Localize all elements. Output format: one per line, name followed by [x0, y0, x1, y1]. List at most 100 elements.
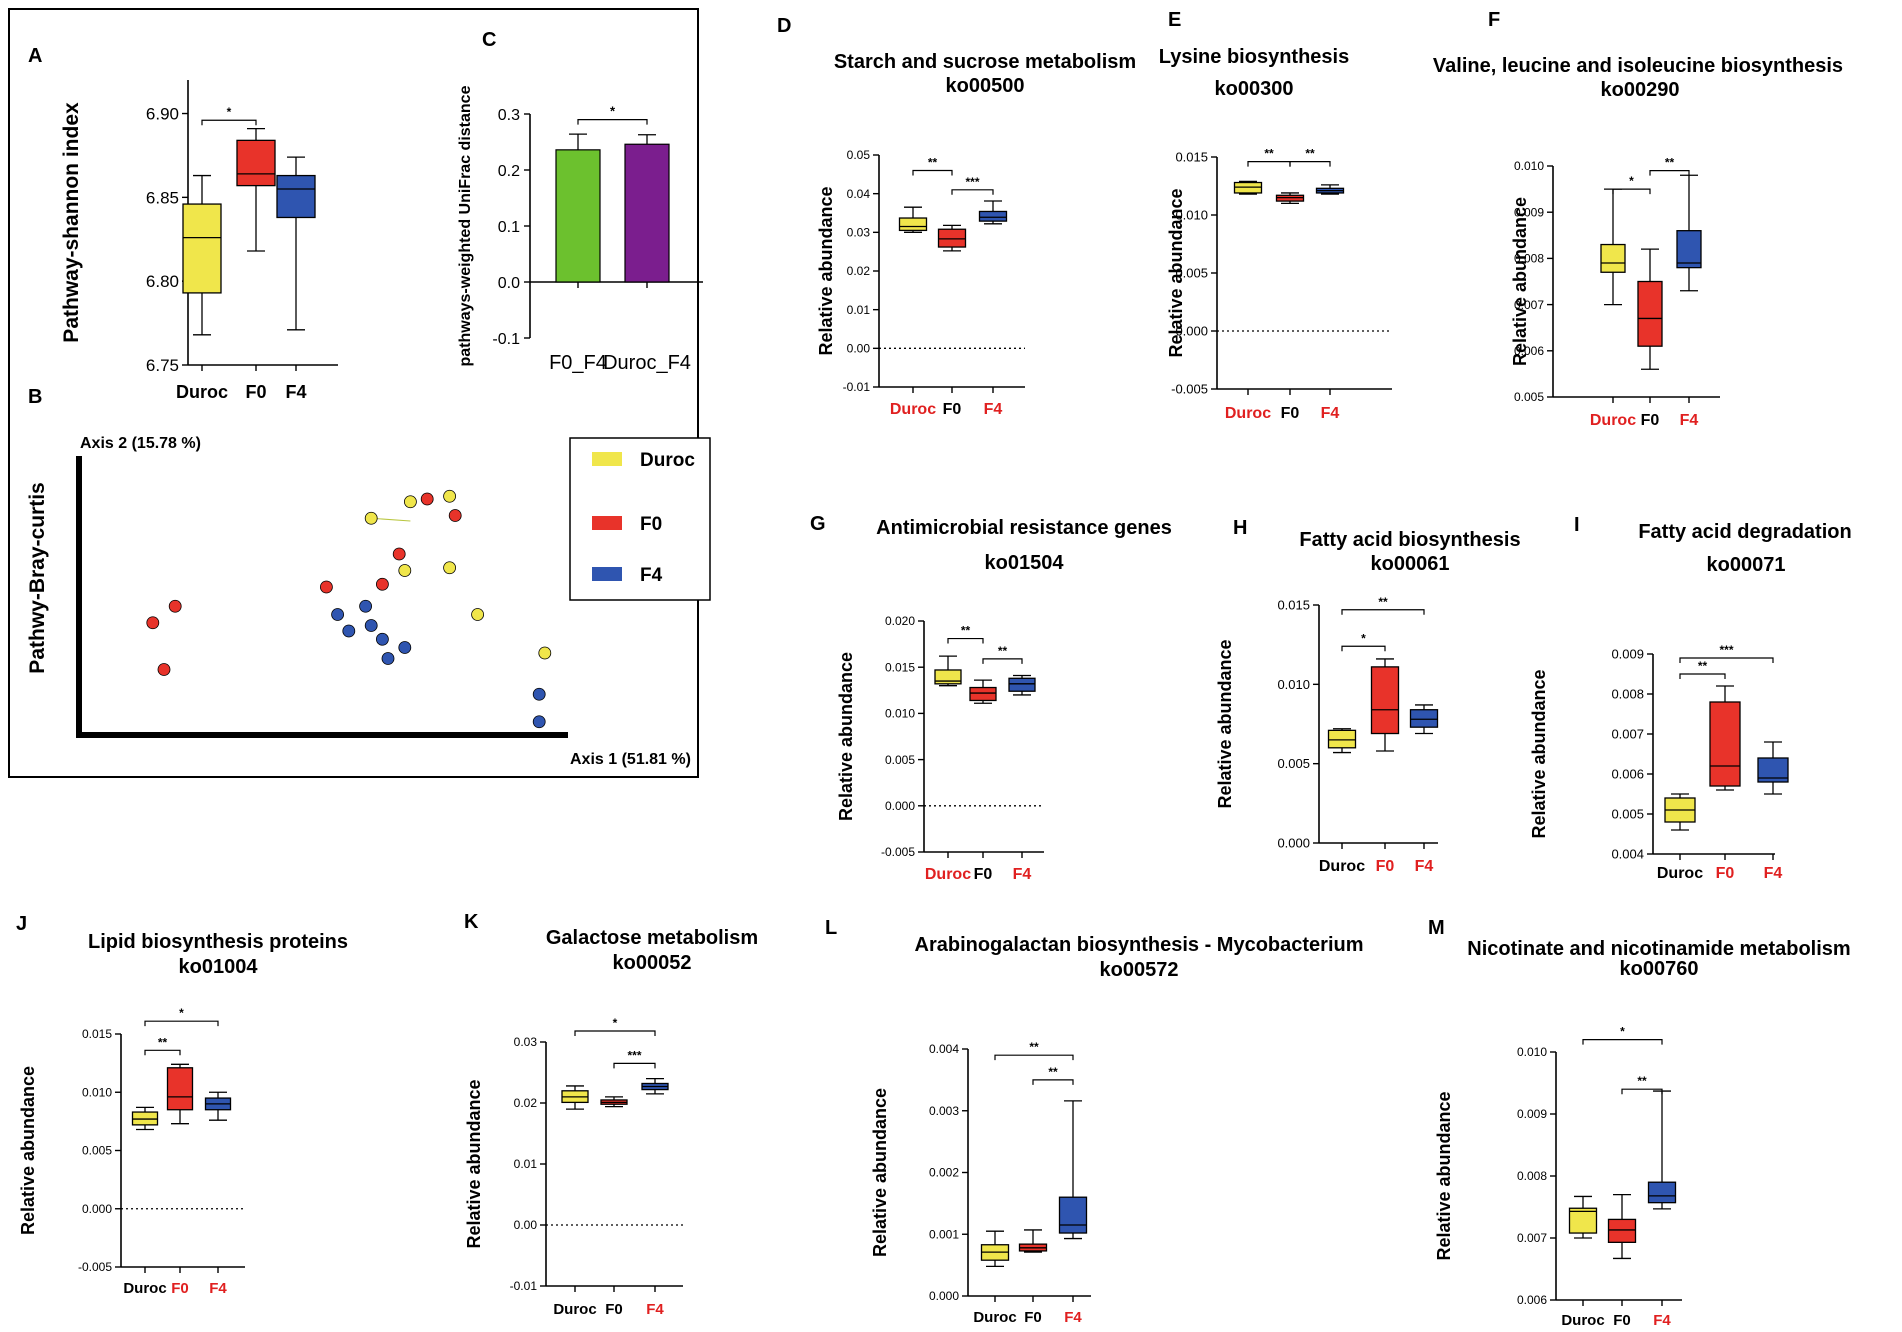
- panel-abc-frame: [8, 8, 699, 778]
- category-label: F4: [209, 1280, 227, 1297]
- y-tick-label: 6.90: [146, 104, 179, 123]
- y-axis-label: Relative abundance: [1434, 1091, 1454, 1260]
- box-duroc: [182, 203, 222, 294]
- y-tick-label: 0.004: [929, 1042, 959, 1056]
- y-tick-label: 0.1: [498, 219, 520, 236]
- significance-bracket: [574, 1030, 656, 1037]
- y-tick-label: 0.05: [847, 148, 871, 162]
- significance-bracket: [577, 119, 648, 125]
- panel-letter: A: [28, 45, 42, 67]
- y-tick-label: -0.005: [881, 845, 915, 859]
- category-label: Duroc: [1590, 412, 1636, 429]
- category-label: F0: [974, 866, 993, 883]
- point-f4: [342, 624, 356, 638]
- significance-label: ***: [627, 1048, 641, 1062]
- chart-title: Starch and sucrose metabolism: [834, 51, 1136, 73]
- chart-subtitle: ko01004: [179, 956, 259, 978]
- significance-label: *: [610, 104, 616, 119]
- significance-label: *: [1620, 1025, 1625, 1039]
- significance-bracket: [1341, 609, 1425, 615]
- box-f4: [1008, 677, 1036, 692]
- significance-bracket: [1032, 1079, 1074, 1085]
- chart-subtitle: ko00572: [1100, 959, 1179, 981]
- y-tick-label: 0.015: [885, 660, 915, 674]
- box-f0: [166, 1067, 194, 1111]
- category-label: F0: [171, 1280, 189, 1297]
- y-tick-label: -0.005: [1171, 382, 1208, 397]
- category-label: Duroc: [176, 382, 228, 402]
- y-tick-label: 0.3: [498, 107, 520, 124]
- y-axis-label: Relative abundance: [870, 1088, 890, 1257]
- chart-title: Valine, leucine and isoleucine biosynthe…: [1433, 55, 1843, 77]
- significance-label: *: [179, 1006, 184, 1020]
- category-label: F0: [1281, 405, 1300, 422]
- panel-b: B Pathwy-Bray-curtis Axis 2 (15.78 %) Axis …: [26, 386, 711, 768]
- y-tick-label: 0.005: [885, 753, 915, 767]
- category-label: Duroc_F4: [603, 352, 691, 374]
- legend-swatch-f0: [592, 516, 622, 530]
- y-tick-label: 0.015: [1175, 150, 1208, 165]
- point-duroc: [364, 511, 378, 525]
- chart-title: Lysine biosynthesis: [1159, 46, 1349, 68]
- point-f0: [392, 547, 406, 561]
- category-label: F4: [1013, 866, 1032, 883]
- y-tick-label: 0.015: [1277, 598, 1310, 613]
- chart-subtitle: ko00290: [1601, 79, 1680, 101]
- category-label: F0: [1641, 412, 1660, 429]
- y-axis-label: Pathway-shannon index: [60, 102, 83, 343]
- category-label: F4: [1321, 405, 1340, 422]
- box-duroc: [1568, 1207, 1598, 1234]
- y-tick-label: 0.007: [1514, 298, 1544, 312]
- legend-label: F0: [640, 514, 662, 535]
- chart-subtitle: ko00760: [1620, 958, 1699, 980]
- point-duroc: [443, 561, 457, 575]
- y-tick-label: 0.015: [82, 1027, 112, 1041]
- y-tick-label: 0.007: [1611, 727, 1644, 742]
- category-label: Duroc: [1225, 405, 1271, 422]
- chart-title: Fatty acid degradation: [1638, 521, 1851, 543]
- box-f0: [236, 139, 276, 187]
- panel-letter: K: [464, 911, 479, 933]
- y-tick-label: 6.80: [146, 272, 179, 291]
- y-tick-label: 0.010: [1277, 677, 1310, 692]
- y-axis-label: Relative abundance: [1510, 197, 1530, 366]
- y-tick-label: 0.008: [1514, 252, 1544, 266]
- y-tick-label: 0.000: [929, 1289, 959, 1303]
- y-tick-label: 6.85: [146, 188, 179, 207]
- point-duroc: [471, 608, 485, 621]
- box-duroc: [1600, 243, 1626, 273]
- significance-label: **: [928, 155, 938, 169]
- chart-title: Fatty acid biosynthesis: [1299, 529, 1520, 551]
- category-label: F4: [1415, 858, 1434, 875]
- y-tick-label: 0.006: [1514, 344, 1544, 358]
- legend-swatch-f4: [592, 567, 622, 581]
- significance-bracket: [144, 1020, 219, 1027]
- significance-bracket: [982, 658, 1023, 664]
- category-label: F0: [245, 382, 266, 402]
- category-label: Duroc: [1319, 858, 1365, 875]
- panel-g: G Antimicrobial resistance genes ko01504 -0…: [810, 513, 1172, 883]
- box-f4: [1647, 1181, 1677, 1204]
- significance-label: **: [1637, 1074, 1647, 1088]
- significance-label: **: [1048, 1065, 1058, 1079]
- category-label: F0: [1376, 858, 1395, 875]
- significance-label: **: [1029, 1040, 1039, 1054]
- panel-letter: H: [1233, 517, 1247, 539]
- category-label: F0: [1613, 1312, 1631, 1329]
- point-duroc: [403, 495, 417, 509]
- significance-bracket: [1621, 1088, 1663, 1095]
- category-label: F4: [1764, 865, 1783, 882]
- y-tick-label: 0.010: [82, 1085, 112, 1099]
- chart-subtitle: ko00300: [1215, 78, 1294, 100]
- significance-label: *: [1629, 174, 1634, 188]
- significance-label: **: [1378, 595, 1388, 609]
- significance-bracket: [1649, 170, 1690, 176]
- y-tick-label: 0.006: [1517, 1293, 1547, 1307]
- y-tick-label: 0.02: [847, 264, 871, 278]
- category-label: F0_F4: [549, 352, 607, 374]
- point-duroc: [538, 646, 552, 660]
- y-tick-label: 0.00: [847, 342, 871, 356]
- y-tick-label: 0.01: [847, 303, 871, 317]
